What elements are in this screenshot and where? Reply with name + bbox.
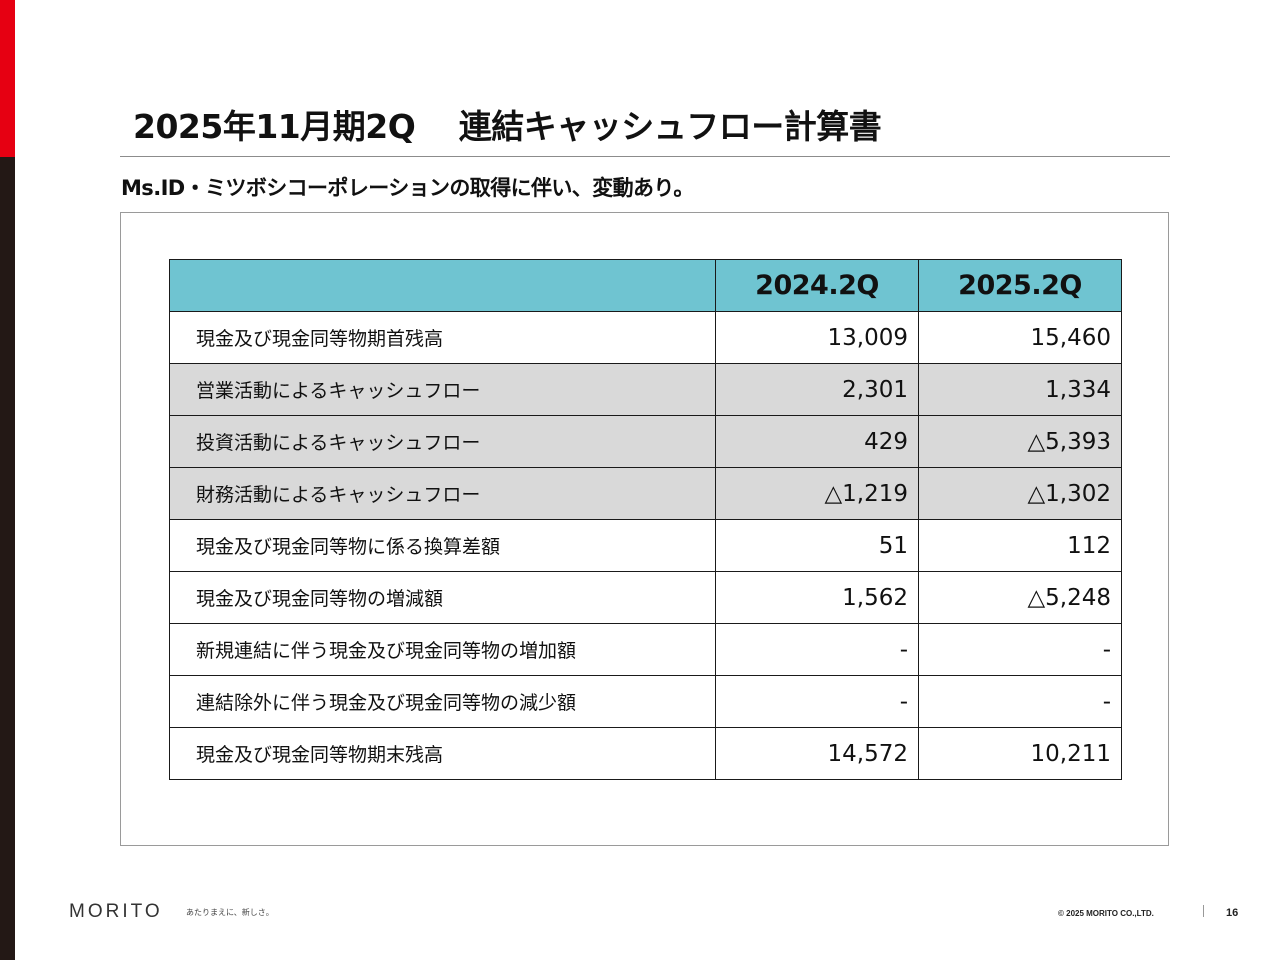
row-label: 現金及び現金同等物の増減額 <box>169 571 716 624</box>
value-2024-2q: 51 <box>715 519 919 572</box>
table-row: 現金及び現金同等物の増減額 1,562 △5,248 <box>169 571 1122 624</box>
table-row: 営業活動によるキャッシュフロー 2,301 1,334 <box>169 363 1122 416</box>
row-label: 現金及び現金同等物期末残高 <box>169 727 716 780</box>
value-2025-2q: 1,334 <box>918 363 1122 416</box>
value-2025-2q: 112 <box>918 519 1122 572</box>
side-accent-bar-red <box>0 0 15 157</box>
value-2025-2q: 15,460 <box>918 311 1122 364</box>
slide-subtitle: Ms.ID・ミツボシコーポレーションの取得に伴い、変動あり。 <box>121 176 694 200</box>
slide-title: 2025年11月期2Q 連結キャッシュフロー計算書 <box>133 107 882 146</box>
footer-tagline: あたりまえに、新しさ。 <box>186 908 274 917</box>
footer-copyright: © 2025 MORITO CO.,LTD. <box>1058 909 1154 918</box>
value-2025-2q: - <box>918 623 1122 676</box>
row-label: 現金及び現金同等物期首残高 <box>169 311 716 364</box>
value-2025-2q: △5,248 <box>918 571 1122 624</box>
header-2025-2q: 2025.2Q <box>918 259 1122 312</box>
row-label: 新規連結に伴う現金及び現金同等物の増加額 <box>169 623 716 676</box>
page-number: 16 <box>1226 907 1239 919</box>
row-label: 投資活動によるキャッシュフロー <box>169 415 716 468</box>
title-divider <box>120 156 1170 157</box>
row-label: 連結除外に伴う現金及び現金同等物の減少額 <box>169 675 716 728</box>
header-blank-cell <box>169 259 716 312</box>
value-2024-2q: 14,572 <box>715 727 919 780</box>
value-2024-2q: △1,219 <box>715 467 919 520</box>
row-label: 現金及び現金同等物に係る換算差額 <box>169 519 716 572</box>
value-2024-2q: 13,009 <box>715 311 919 364</box>
value-2025-2q: △1,302 <box>918 467 1122 520</box>
table-row: 連結除外に伴う現金及び現金同等物の減少額 - - <box>169 675 1122 728</box>
table-row: 新規連結に伴う現金及び現金同等物の増加額 - - <box>169 623 1122 676</box>
table-header-row: 2024.2Q 2025.2Q <box>169 259 1122 312</box>
table-row: 現金及び現金同等物に係る換算差額 51 112 <box>169 519 1122 572</box>
header-2024-2q: 2024.2Q <box>715 259 919 312</box>
footer-separator <box>1203 905 1204 917</box>
value-2024-2q: 2,301 <box>715 363 919 416</box>
table-row: 現金及び現金同等物期首残高 13,009 15,460 <box>169 311 1122 364</box>
value-2025-2q: - <box>918 675 1122 728</box>
value-2024-2q: 429 <box>715 415 919 468</box>
value-2024-2q: 1,562 <box>715 571 919 624</box>
table-row: 投資活動によるキャッシュフロー 429 △5,393 <box>169 415 1122 468</box>
morito-logo: MORITO <box>69 901 163 922</box>
value-2025-2q: △5,393 <box>918 415 1122 468</box>
value-2024-2q: - <box>715 675 919 728</box>
value-2024-2q: - <box>715 623 919 676</box>
row-label: 財務活動によるキャッシュフロー <box>169 467 716 520</box>
value-2025-2q: 10,211 <box>918 727 1122 780</box>
cash-flow-table: 2024.2Q 2025.2Q 現金及び現金同等物期首残高 13,009 15,46… <box>169 259 1122 780</box>
side-accent-bar-dark <box>0 157 15 960</box>
row-label: 営業活動によるキャッシュフロー <box>169 363 716 416</box>
table-row: 財務活動によるキャッシュフロー △1,219 △1,302 <box>169 467 1122 520</box>
table-row: 現金及び現金同等物期末残高 14,572 10,211 <box>169 727 1122 780</box>
